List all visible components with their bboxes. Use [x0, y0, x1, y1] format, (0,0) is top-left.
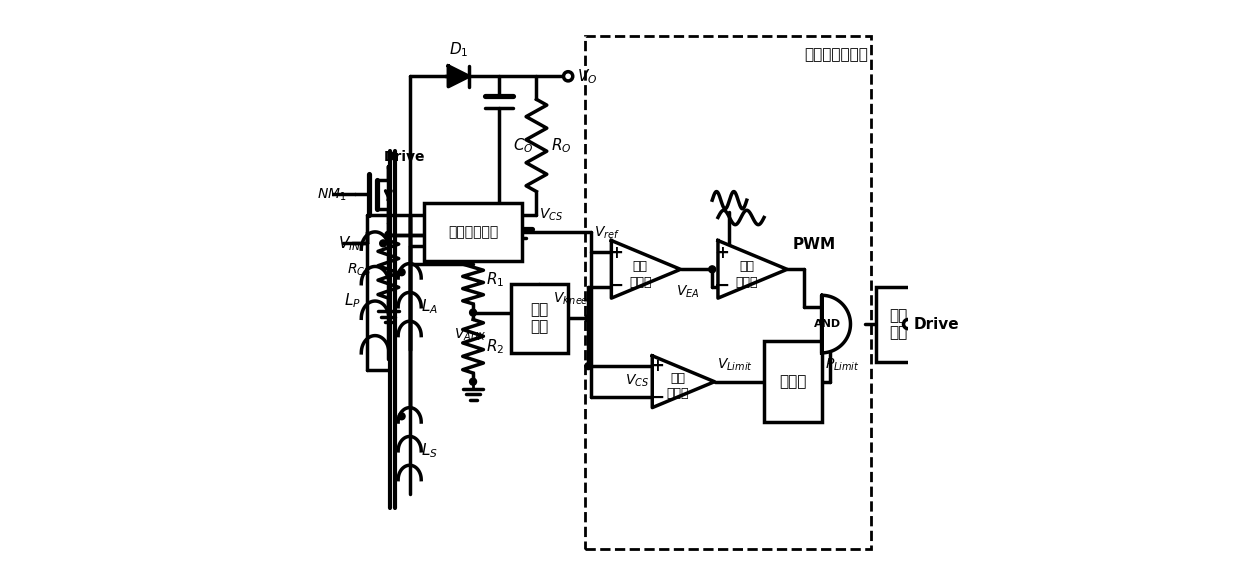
Text: $R_{CS}$: $R_{CS}$: [347, 261, 371, 277]
Polygon shape: [449, 66, 469, 87]
Text: $V_{Limit}$: $V_{Limit}$: [718, 357, 753, 373]
Polygon shape: [611, 240, 681, 298]
Text: 放大器: 放大器: [629, 276, 651, 288]
Polygon shape: [822, 295, 851, 353]
Text: −: −: [714, 276, 730, 295]
Text: 锁存器: 锁存器: [779, 374, 806, 389]
Text: $R_O$: $R_O$: [551, 136, 572, 155]
Text: $V_{CS}$: $V_{CS}$: [538, 207, 563, 223]
Text: 驱动
电路: 驱动 电路: [889, 308, 908, 340]
Text: 误差: 误差: [632, 260, 647, 273]
Text: $R_2$: $R_2$: [486, 338, 503, 357]
Bar: [764, 342, 822, 422]
Circle shape: [904, 320, 913, 329]
Text: −: −: [649, 388, 665, 407]
Text: Drive: Drive: [383, 150, 425, 164]
Circle shape: [384, 231, 392, 238]
Circle shape: [563, 72, 573, 81]
Text: +: +: [715, 244, 729, 262]
Circle shape: [470, 309, 476, 316]
Text: 比较器: 比较器: [735, 276, 758, 288]
Text: $R_1$: $R_1$: [486, 270, 503, 289]
Text: 第二: 第二: [670, 372, 686, 385]
Text: $D_1$: $D_1$: [449, 41, 469, 59]
Text: PWM: PWM: [792, 237, 836, 252]
Text: $V_{Knee}$: $V_{Knee}$: [553, 291, 589, 307]
Circle shape: [585, 362, 591, 369]
Text: $V_{CS}$: $V_{CS}$: [625, 372, 650, 389]
Text: 采样
电路: 采样 电路: [531, 302, 548, 335]
Bar: [877, 287, 920, 361]
Circle shape: [379, 240, 387, 247]
Text: −: −: [608, 276, 624, 295]
Text: +: +: [609, 244, 622, 262]
Bar: [585, 36, 870, 549]
Text: 比较器: 比较器: [666, 387, 689, 400]
Text: Drive: Drive: [914, 317, 960, 332]
Circle shape: [585, 315, 591, 322]
Polygon shape: [652, 356, 714, 408]
Text: $P_{Limit}$: $P_{Limit}$: [825, 357, 859, 373]
Text: $C_O$: $C_O$: [513, 136, 534, 155]
Text: 第一: 第一: [739, 260, 754, 273]
Bar: [511, 284, 568, 353]
Text: AND: AND: [813, 319, 841, 329]
Text: $L_A$: $L_A$: [422, 298, 439, 316]
Polygon shape: [718, 240, 787, 298]
Text: $NM_1$: $NM_1$: [316, 186, 346, 203]
Circle shape: [398, 269, 405, 276]
Text: $V_{ref}$: $V_{ref}$: [594, 224, 620, 240]
Bar: [424, 203, 522, 261]
Circle shape: [398, 413, 405, 420]
Text: 前沿消隐电路: 前沿消隐电路: [448, 225, 498, 239]
Text: +: +: [650, 357, 663, 375]
Text: $V_{IN}$: $V_{IN}$: [337, 234, 361, 253]
Text: 自适应启动电路: 自适应启动电路: [804, 47, 868, 63]
Text: $V_{AUX}$: $V_{AUX}$: [454, 327, 486, 343]
Text: $L_S$: $L_S$: [422, 442, 438, 460]
Text: $V_{EA}$: $V_{EA}$: [676, 284, 699, 300]
Text: $L_P$: $L_P$: [343, 292, 361, 310]
Circle shape: [709, 266, 715, 273]
Circle shape: [470, 378, 476, 385]
Text: $V_O$: $V_O$: [577, 67, 598, 86]
